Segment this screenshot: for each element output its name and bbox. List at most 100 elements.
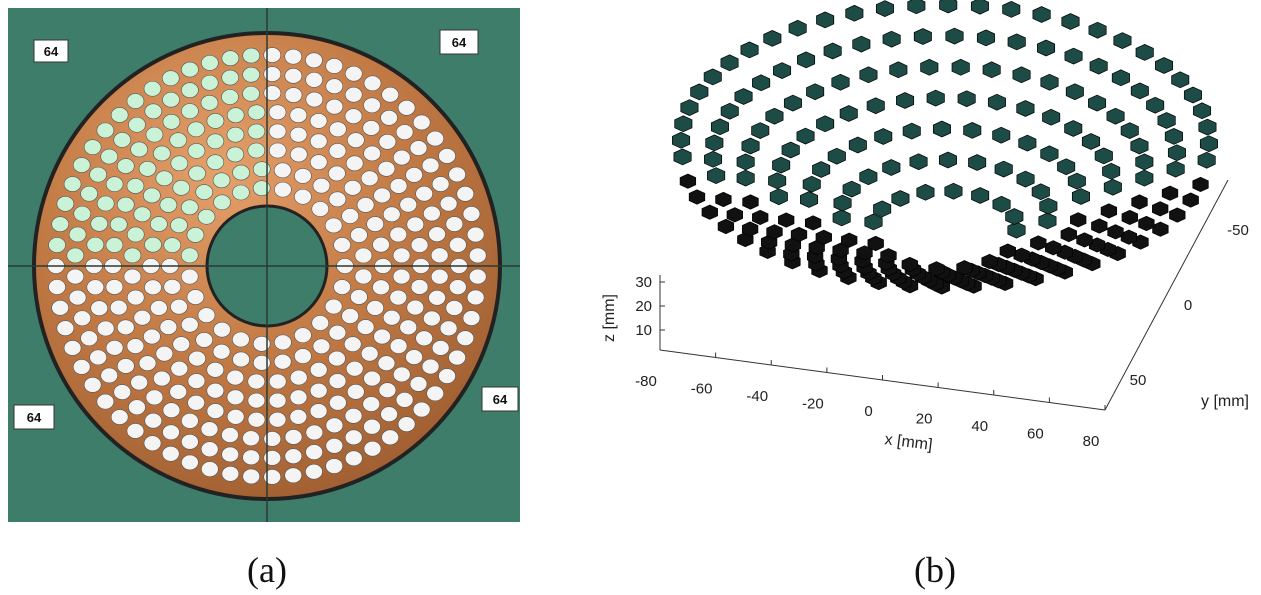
element: [170, 384, 187, 399]
element: [469, 248, 486, 263]
element: [407, 300, 424, 315]
element: [346, 361, 363, 376]
facet: [1039, 213, 1056, 229]
element: [187, 290, 204, 305]
facet: [969, 155, 986, 171]
element: [446, 300, 463, 315]
element: [342, 208, 359, 223]
element: [227, 370, 244, 385]
element: [294, 189, 311, 204]
element: [171, 361, 188, 376]
element: [326, 438, 343, 453]
element: [232, 185, 249, 200]
element: [111, 107, 128, 122]
facet: [752, 210, 768, 224]
facet: [1131, 138, 1148, 154]
facet: [737, 154, 754, 170]
element: [49, 237, 66, 252]
corner-label-text: 64: [44, 44, 59, 59]
facet: [983, 62, 1000, 78]
element: [73, 359, 90, 374]
facet: [1152, 202, 1168, 216]
element: [181, 269, 198, 284]
element: [381, 407, 398, 422]
facet: [805, 216, 821, 230]
element: [410, 376, 427, 391]
facet: [791, 227, 807, 241]
facet: [1193, 103, 1210, 119]
element: [367, 217, 384, 232]
facet: [867, 98, 884, 114]
x-tick-label: -40: [746, 388, 768, 405]
facet: [1089, 22, 1106, 38]
mirror-facets: [672, 0, 1217, 294]
x-tick-label: 20: [916, 411, 933, 428]
facet: [1104, 179, 1121, 195]
element: [290, 390, 307, 405]
facet: [1172, 72, 1189, 88]
element: [329, 395, 346, 410]
element: [163, 403, 180, 418]
facet: [706, 135, 723, 151]
corner-label-text: 64: [27, 410, 42, 425]
element: [393, 248, 410, 263]
element: [163, 425, 180, 440]
element: [124, 269, 141, 284]
element: [367, 300, 384, 315]
element: [214, 322, 231, 337]
element: [106, 177, 123, 192]
element: [101, 149, 118, 164]
facet: [1032, 184, 1049, 200]
element: [207, 404, 224, 419]
facet: [1198, 152, 1215, 168]
facet: [800, 192, 817, 208]
element: [306, 92, 323, 107]
element: [379, 134, 396, 149]
element: [144, 436, 161, 451]
element: [413, 115, 430, 130]
element: [285, 88, 302, 103]
element: [213, 173, 230, 188]
facet: [972, 188, 989, 204]
facet: [743, 195, 759, 209]
element: [355, 248, 372, 263]
element: [233, 165, 250, 180]
facet: [917, 184, 934, 200]
element: [463, 311, 480, 326]
facet: [977, 30, 994, 46]
element: [131, 142, 148, 157]
facet: [903, 123, 920, 139]
element: [361, 346, 378, 361]
facet: [1058, 159, 1075, 175]
element: [73, 158, 90, 173]
element: [128, 400, 145, 415]
element: [114, 385, 131, 400]
element: [306, 445, 323, 460]
facet: [807, 84, 824, 100]
facet: [1008, 222, 1025, 238]
element: [326, 418, 343, 433]
element: [127, 423, 144, 438]
facet: [672, 132, 689, 148]
element: [69, 290, 86, 305]
element: [181, 434, 198, 449]
facet: [680, 174, 696, 188]
element: [248, 143, 265, 158]
element: [201, 442, 218, 457]
z-axis-label: z [mm]: [601, 294, 618, 342]
element: [170, 299, 187, 314]
element: [305, 53, 322, 68]
facet: [1092, 219, 1108, 233]
element: [469, 269, 486, 284]
element: [243, 67, 260, 82]
element: [274, 335, 291, 350]
facet: [752, 123, 769, 139]
element: [144, 81, 161, 96]
element: [423, 311, 440, 326]
facet: [853, 36, 870, 52]
facet: [846, 5, 863, 21]
element: [131, 375, 148, 390]
facet: [1068, 173, 1085, 189]
facet: [1000, 244, 1016, 258]
y-tick-label: 0: [1184, 297, 1192, 314]
